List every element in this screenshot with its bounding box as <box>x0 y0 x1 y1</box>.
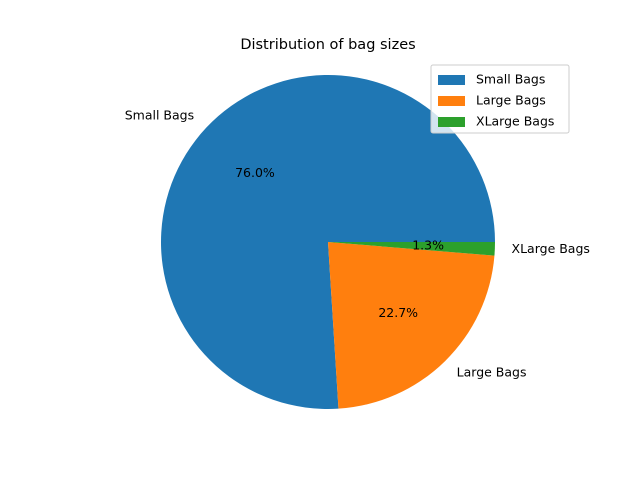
percent-labels: 76.0% 22.7% 1.3% <box>235 165 444 320</box>
pie-slice-small-bags <box>161 75 495 410</box>
pie-slice-xlarge-bags <box>328 242 496 256</box>
percent-label-large-bags: 22.7% <box>378 305 418 320</box>
legend: Small Bags Large Bags XLarge Bags <box>430 64 570 134</box>
slice-label-large-bags: Large Bags <box>457 365 527 380</box>
legend-items: Small Bags Large Bags XLarge Bags <box>438 72 554 129</box>
slice-label-xlarge-bags: XLarge Bags <box>512 241 590 256</box>
legend-label-small-bags: Small Bags <box>476 72 545 87</box>
percent-label-small-bags: 76.0% <box>235 165 275 180</box>
slice-label-small-bags: Small Bags <box>125 108 194 123</box>
legend-label-large-bags: Large Bags <box>476 93 546 108</box>
legend-swatch-xlarge-bags <box>438 117 465 127</box>
legend-label-xlarge-bags: XLarge Bags <box>476 114 554 129</box>
legend-swatch-large-bags <box>438 96 465 106</box>
pie-slice-large-bags <box>328 242 495 409</box>
legend-swatch-small-bags <box>438 75 465 85</box>
percent-label-xlarge-bags: 1.3% <box>412 238 444 253</box>
slice-labels: Small Bags Large Bags XLarge Bags <box>125 108 590 380</box>
legend-frame <box>430 64 570 134</box>
pie-slices <box>161 75 496 410</box>
chart-title: Distribution of bag sizes <box>240 37 415 53</box>
